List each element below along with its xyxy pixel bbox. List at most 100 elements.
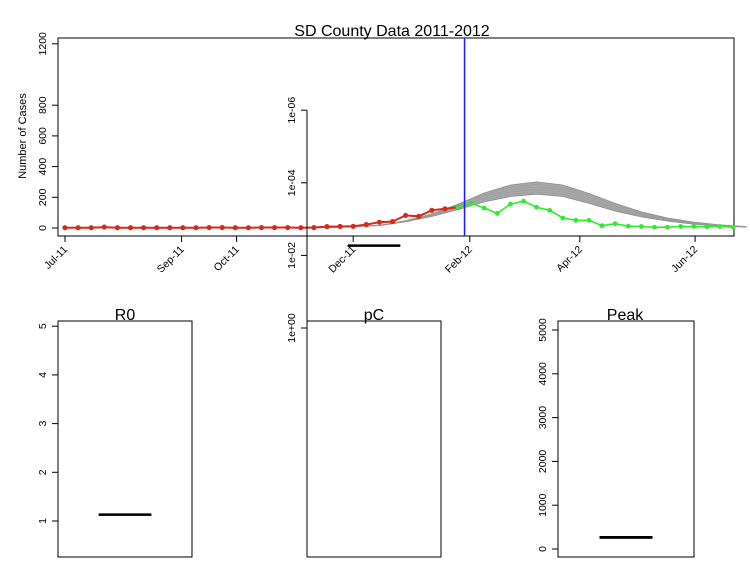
main-x-tick-label: Feb-12 bbox=[443, 244, 475, 276]
pc-box bbox=[347, 244, 401, 247]
forecast-point bbox=[534, 204, 539, 210]
forecast-point bbox=[468, 201, 474, 206]
r0-y-tick-label: 2 bbox=[37, 469, 49, 475]
forecast-point bbox=[560, 215, 566, 221]
main-y-tick-label: 200 bbox=[37, 188, 49, 206]
peak-y-tick-label: 5000 bbox=[537, 318, 549, 342]
main-plot-frame bbox=[57, 37, 735, 237]
observed-series bbox=[62, 204, 461, 231]
main-x-tick-label: Jul-11 bbox=[42, 244, 70, 272]
main-x-axis: Jul-11 Sep-11 Oct-11 Dec-11 Feb-12 Apr-12 Jun-… bbox=[42, 236, 700, 276]
observed-point bbox=[219, 224, 225, 231]
forecast-envelope-curve bbox=[65, 191, 747, 229]
r0-y-axis: 1 2 3 4 5 bbox=[37, 323, 59, 524]
main-y-tick-label: 0 bbox=[37, 225, 49, 231]
main-y-axis: 0 200 400 600 800 1200 bbox=[37, 32, 59, 231]
r0-plot-frame bbox=[57, 320, 193, 558]
forecast-point bbox=[455, 204, 461, 210]
observed-point bbox=[324, 224, 330, 230]
pc-y-tick-label: 1e-02 bbox=[286, 242, 298, 269]
forecast-point bbox=[625, 223, 631, 229]
forecast-point bbox=[704, 224, 710, 230]
observed-point bbox=[88, 225, 94, 231]
observed-point bbox=[75, 225, 81, 231]
r0-y-tick-label: 5 bbox=[37, 323, 49, 329]
observed-point bbox=[350, 223, 356, 229]
main-x-tick-label: Apr-12 bbox=[554, 244, 585, 275]
main-y-tick-label: 600 bbox=[37, 127, 49, 145]
peak-y-tick-label: 4000 bbox=[537, 362, 549, 386]
forecast-point bbox=[652, 224, 657, 230]
pc-y-tick-label: 1e-06 bbox=[286, 97, 298, 124]
peak-y-tick-label: 3000 bbox=[537, 406, 549, 430]
observed-point bbox=[193, 225, 199, 231]
observed-point bbox=[114, 225, 120, 231]
y-axis-label: Number of Cases bbox=[17, 93, 29, 179]
forecast-envelope bbox=[65, 181, 747, 229]
forecast-line bbox=[457, 200, 734, 228]
peak-y-tick-label: 0 bbox=[537, 546, 549, 552]
observed-point bbox=[180, 225, 186, 231]
observed-point bbox=[101, 224, 107, 230]
main-x-tick-label: Sep-11 bbox=[155, 244, 187, 276]
forecast-point bbox=[612, 221, 618, 227]
cases-panel: SD County Data 2011-2012 Number of Cases… bbox=[17, 23, 747, 276]
pc-y-tick-label: 1e-04 bbox=[286, 169, 298, 196]
observed-point bbox=[154, 225, 160, 231]
forecast-point bbox=[494, 211, 500, 216]
observed-point bbox=[376, 219, 382, 225]
pc-panel: pC 1e-06 1e-04 1e-02 1e+00 bbox=[286, 97, 442, 558]
observed-point bbox=[272, 224, 278, 231]
pc-y-tick-label: 1e+00 bbox=[286, 313, 298, 343]
peak-box bbox=[599, 536, 653, 539]
forecast-point bbox=[573, 217, 579, 223]
observed-point bbox=[429, 207, 435, 213]
main-x-tick-label: Oct-11 bbox=[212, 244, 242, 274]
main-title: SD County Data 2011-2012 bbox=[294, 23, 489, 40]
observed-point bbox=[298, 225, 304, 231]
observed-point bbox=[127, 225, 134, 231]
r0-title: R0 bbox=[115, 307, 136, 324]
forecast-point bbox=[599, 223, 605, 229]
forecast-point bbox=[730, 224, 736, 230]
pc-title: pC bbox=[364, 307, 384, 324]
r0-panel: R0 1 2 3 4 5 bbox=[37, 307, 193, 558]
observed-point bbox=[206, 224, 212, 231]
r0-y-tick-label: 1 bbox=[37, 518, 49, 524]
observed-point bbox=[337, 223, 343, 230]
forecast-point bbox=[521, 198, 526, 204]
forecast-point bbox=[481, 205, 487, 211]
observed-point bbox=[285, 224, 291, 231]
observed-point bbox=[258, 224, 265, 231]
observed-point bbox=[389, 218, 396, 225]
peak-title: Peak bbox=[607, 307, 644, 324]
forecast-point bbox=[508, 201, 513, 207]
peak-y-tick-label: 1000 bbox=[537, 493, 549, 517]
observed-point bbox=[363, 222, 369, 228]
forecast-point bbox=[639, 224, 644, 229]
forecast-point bbox=[665, 224, 670, 230]
forecast-point bbox=[691, 224, 697, 229]
observed-line bbox=[65, 206, 459, 229]
peak-panel: Peak 0 1000 2000 3000 4000 5000 bbox=[537, 307, 695, 558]
observed-point bbox=[311, 224, 317, 231]
peak-plot-frame bbox=[557, 320, 695, 558]
forecast-point bbox=[717, 224, 723, 229]
forecast-point bbox=[678, 224, 684, 229]
peak-y-axis: 0 1000 2000 3000 4000 5000 bbox=[537, 318, 559, 552]
forecast-series bbox=[455, 198, 736, 230]
observed-point bbox=[167, 225, 173, 231]
observed-point bbox=[62, 225, 68, 231]
peak-y-tick-label: 2000 bbox=[537, 450, 549, 474]
r0-box bbox=[98, 513, 152, 516]
observed-point bbox=[245, 225, 251, 231]
observed-point bbox=[232, 225, 238, 231]
r0-y-tick-label: 3 bbox=[37, 421, 49, 427]
main-x-tick-label: Jun-12 bbox=[669, 244, 700, 275]
main-y-tick-label: 400 bbox=[37, 158, 49, 176]
pc-plot-frame bbox=[306, 320, 442, 558]
observed-point bbox=[416, 213, 422, 219]
forecast-point bbox=[547, 207, 553, 213]
main-y-tick-label: 800 bbox=[37, 96, 49, 114]
forecast-point bbox=[586, 217, 592, 223]
